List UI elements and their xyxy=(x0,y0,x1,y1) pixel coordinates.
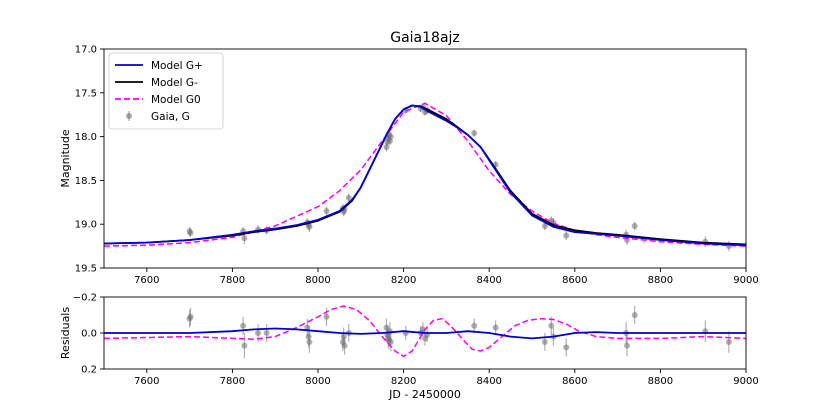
data-point xyxy=(306,223,313,230)
data-point xyxy=(563,344,570,351)
data-point xyxy=(541,222,548,229)
y-tick-label: 0.0 xyxy=(81,329,97,340)
data-point xyxy=(187,313,194,320)
axes-frame xyxy=(103,48,747,269)
data-point xyxy=(725,339,732,345)
x-tick-label: 8200 xyxy=(391,376,416,387)
x-tick-label: 8000 xyxy=(305,275,330,286)
data-point xyxy=(305,333,312,340)
data-point xyxy=(263,330,270,336)
x-tick-label: 8400 xyxy=(476,376,501,387)
data-point xyxy=(383,144,390,151)
main-panel: 7600 7800 8000 8200 8400 8600 8800 9000 17.0 17.5… xyxy=(59,30,759,286)
data-point xyxy=(548,322,555,329)
data-point xyxy=(241,342,248,349)
data-point xyxy=(387,133,394,140)
legend-entry: Model G- xyxy=(115,77,198,89)
data-point xyxy=(187,229,194,236)
legend: Model G+ Model G- Model G0 Gaia, G xyxy=(108,52,224,130)
legend-marker xyxy=(126,113,132,119)
data-point xyxy=(631,312,638,318)
data-point xyxy=(340,333,347,340)
data-point xyxy=(624,342,631,349)
y-tick-label: 19.0 xyxy=(75,220,97,231)
x-tick-label: 8800 xyxy=(648,376,673,387)
y-tick-label: 18.0 xyxy=(75,132,97,143)
series-line-model-g- xyxy=(104,327,746,340)
residuals-panel: 7600 7800 8000 8200 8400 8600 8800 9000 −0.2 0.0 0… xyxy=(59,293,759,402)
x-tick-label: 8000 xyxy=(305,376,330,387)
data-point xyxy=(323,313,330,320)
legend-label: Model G0 xyxy=(151,94,201,106)
x-tick-label: 7800 xyxy=(220,275,245,286)
data-point xyxy=(492,324,499,331)
y-tick-label: 18.5 xyxy=(75,176,97,187)
x-tick-label: 8200 xyxy=(391,275,416,286)
data-point xyxy=(341,342,348,349)
data-point xyxy=(240,322,247,329)
y-tick-label: 17.0 xyxy=(75,45,97,56)
x-tick-label: 7600 xyxy=(134,275,159,286)
legend-label: Model G+ xyxy=(151,60,203,72)
x-tick-label: 7600 xyxy=(134,376,159,387)
x-tick-label: 8600 xyxy=(562,275,587,286)
y-tick-label: 0.2 xyxy=(81,365,97,376)
data-point xyxy=(255,330,262,336)
y-tick-label: 17.5 xyxy=(75,88,97,99)
data-point xyxy=(631,222,638,229)
x-tick-label: 8400 xyxy=(476,275,501,286)
plot-area xyxy=(104,305,746,359)
y-tick-label: 19.5 xyxy=(75,264,97,275)
y-axis-label: Residuals xyxy=(59,307,72,359)
data-point xyxy=(471,130,478,137)
legend-entry: Gaia, G xyxy=(126,111,190,123)
y-tick-label: −0.2 xyxy=(73,293,97,304)
data-point xyxy=(563,232,570,239)
plot-area xyxy=(104,102,746,252)
series-line-model-g- xyxy=(104,104,746,247)
legend-entry: Model G0 xyxy=(115,94,201,106)
x-tick-label: 8800 xyxy=(648,275,673,286)
legend-entry: Model G+ xyxy=(115,60,203,72)
legend-label: Model G- xyxy=(151,77,198,89)
chart-title: Gaia18ajz xyxy=(390,30,460,46)
x-axis-label: JD - 2450000 xyxy=(388,388,461,401)
y-axis-label: Magnitude xyxy=(59,129,72,188)
data-point xyxy=(541,339,548,345)
data-point xyxy=(323,208,330,215)
data-point xyxy=(471,322,478,329)
legend-box xyxy=(108,52,224,130)
data-point xyxy=(241,235,248,242)
x-tick-label: 9000 xyxy=(733,275,758,286)
data-point xyxy=(306,339,313,345)
legend-label: Gaia, G xyxy=(151,111,190,123)
x-tick-label: 7800 xyxy=(220,376,245,387)
data-point xyxy=(345,194,352,201)
x-tick-label: 8600 xyxy=(562,376,587,387)
x-tick-label: 9000 xyxy=(733,376,758,387)
